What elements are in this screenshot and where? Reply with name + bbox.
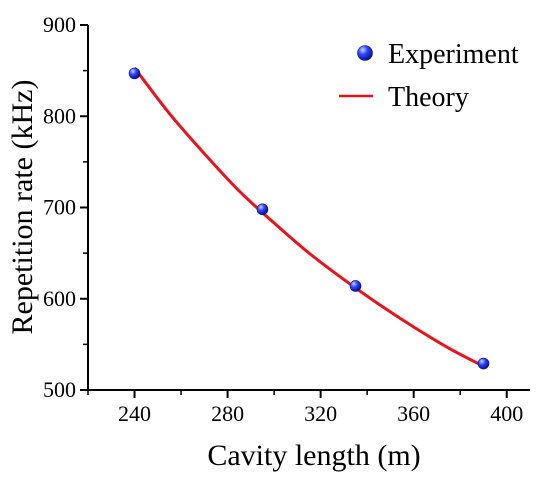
legend-experiment-label: Experiment — [388, 39, 519, 70]
y-tick-label: 900 — [43, 12, 76, 37]
x-tick-label: 320 — [304, 401, 337, 426]
experiment-point — [477, 357, 490, 370]
axes — [87, 25, 530, 391]
legend: Experiment Theory — [339, 39, 519, 113]
legend-experiment-marker — [357, 45, 373, 61]
experiment-point — [128, 67, 141, 80]
x-tick-labels: 240 280 320 360 400 — [118, 401, 523, 426]
y-tick-label: 700 — [43, 195, 76, 220]
experiment-point — [256, 203, 269, 216]
x-tick-label: 400 — [490, 401, 523, 426]
data-series — [128, 66, 490, 370]
y-axis-label: Repetition rate (kHz) — [6, 80, 39, 335]
x-axis-label: Cavity length (m) — [207, 439, 420, 472]
y-tick-label: 600 — [43, 286, 76, 311]
experiment-point — [349, 280, 362, 292]
y-tick-label: 800 — [43, 103, 76, 128]
y-tick-labels: 500 600 700 800 900 — [43, 12, 76, 402]
x-tick-label: 360 — [397, 401, 430, 426]
x-tick-label: 240 — [118, 401, 151, 426]
tick-marks — [80, 24, 508, 398]
legend-theory-label: Theory — [388, 82, 469, 113]
y-tick-label: 500 — [43, 377, 76, 402]
x-tick-label: 280 — [211, 401, 244, 426]
theory-line — [133, 66, 485, 368]
